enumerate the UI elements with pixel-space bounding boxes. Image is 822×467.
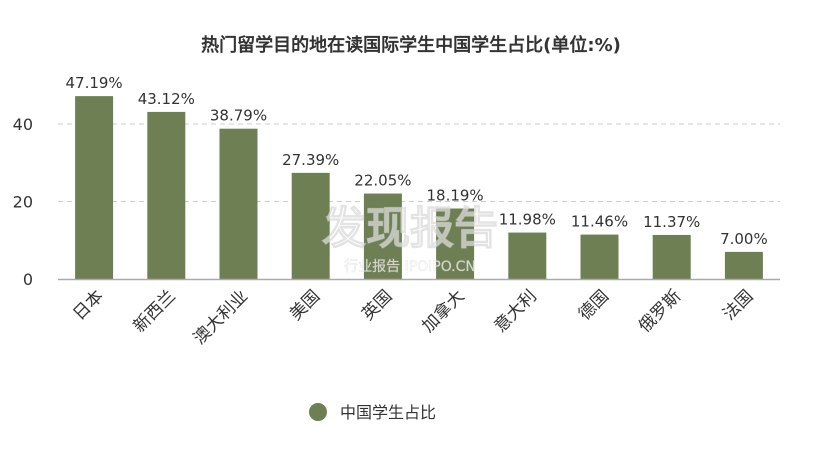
legend-swatch xyxy=(309,403,327,421)
x-tick-label: 加拿大 xyxy=(418,286,469,337)
x-tick-label: 澳大利业 xyxy=(190,286,252,348)
x-tick-label: 德国 xyxy=(575,286,613,324)
data-label: 11.46% xyxy=(571,213,628,231)
y-tick-label: 40 xyxy=(13,115,33,134)
x-tick-label: 俄罗斯 xyxy=(635,286,685,336)
data-labels: 47.19% 43.12% 38.79% 27.39% 22.05% 18.19% 11.9… xyxy=(65,74,767,248)
x-tick-label: 英国 xyxy=(358,286,396,324)
data-label: 47.19% xyxy=(65,74,122,92)
x-tick-label: 新西兰 xyxy=(130,286,180,336)
bar xyxy=(75,96,114,279)
watermark-logo: 发现报告 xyxy=(322,203,498,254)
y-tick-label: 0 xyxy=(23,270,33,289)
x-tick-label: 意大利 xyxy=(491,286,541,336)
bars xyxy=(75,96,763,279)
data-label: 7.00% xyxy=(720,230,768,248)
y-axis: 0 20 40 xyxy=(13,115,33,289)
y-tick-label: 20 xyxy=(13,193,33,212)
bar xyxy=(147,111,186,279)
data-label: 11.37% xyxy=(643,213,700,231)
bar xyxy=(291,172,330,279)
bar xyxy=(219,128,258,279)
chart-title: 热门留学目的地在读国际学生中国学生占比(单位:%) xyxy=(201,34,621,56)
data-label: 43.12% xyxy=(138,90,195,108)
watermark: 发现报告 行业报告 IPOIPO.CN xyxy=(322,203,499,276)
x-tick-label: 日本 xyxy=(69,286,107,324)
bar xyxy=(436,208,475,279)
data-label: 22.05% xyxy=(354,172,411,190)
legend: 中国学生占比 xyxy=(309,403,436,422)
bar xyxy=(508,232,547,279)
data-label: 11.98% xyxy=(499,211,556,229)
bar xyxy=(363,193,402,279)
legend-label: 中国学生占比 xyxy=(340,403,436,422)
x-axis-labels: 日本 新西兰 澳大利业 美国 英国 加拿大 意大利 德国 俄罗斯 法国 xyxy=(69,286,757,349)
bar xyxy=(652,234,691,279)
bar xyxy=(580,234,619,279)
x-tick-label: 美国 xyxy=(286,286,324,324)
data-label: 27.39% xyxy=(282,151,339,169)
bar xyxy=(724,251,763,279)
x-tick-label: 法国 xyxy=(719,286,757,324)
data-label: 38.79% xyxy=(210,107,267,125)
watermark-subtext: 行业报告 IPOIPO.CN xyxy=(344,259,476,275)
data-label: 18.19% xyxy=(426,187,483,205)
